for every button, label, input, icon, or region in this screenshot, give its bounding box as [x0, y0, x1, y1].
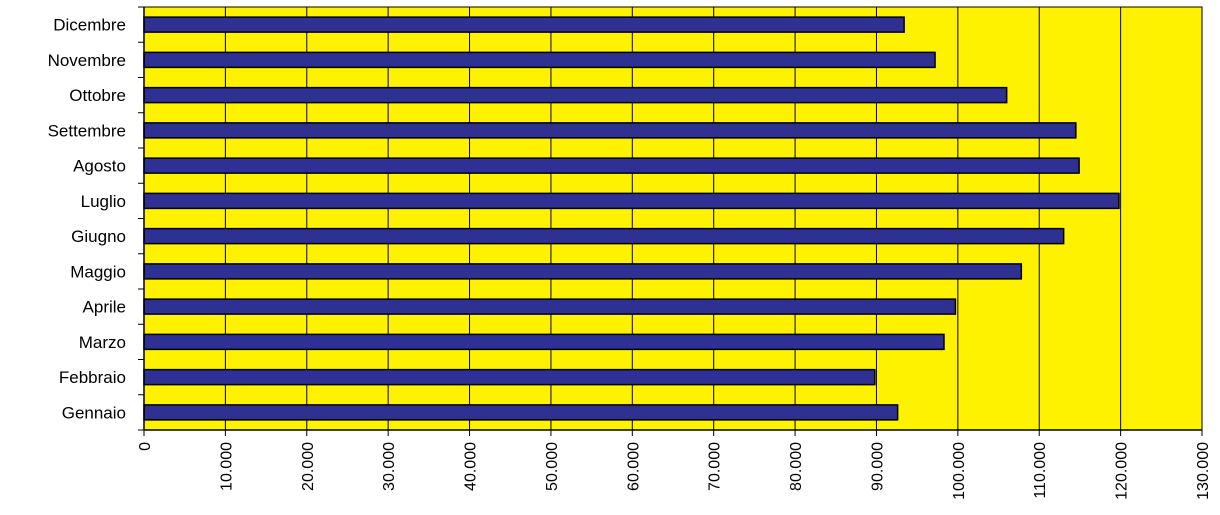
bar-gennaio	[143, 404, 899, 421]
bar-ottobre	[143, 86, 1008, 104]
x-tick-label: 20.000	[300, 442, 317, 491]
x-tick-label: 60.000	[625, 442, 642, 491]
x-tick-label: 40.000	[463, 442, 480, 491]
bar-luglio	[143, 192, 1120, 210]
category-label: Settembre	[48, 121, 126, 140]
gridlines	[224, 7, 1203, 430]
bar-marzo	[143, 333, 945, 351]
bar-aprile	[143, 298, 957, 315]
category-label: Marzo	[79, 333, 126, 352]
bar-novembre	[143, 51, 936, 69]
category-label: Febbraio	[59, 368, 126, 387]
bar-dicembre	[143, 16, 905, 33]
category-label: Aprile	[83, 298, 126, 317]
x-tick-label: 50.000	[544, 442, 561, 491]
x-tick-label: 90.000	[869, 442, 886, 491]
x-axis: 0 10.000 20.000 30.000 40.000 50.000 60.000 70.…	[137, 429, 1212, 500]
category-label: Ottobre	[69, 86, 126, 105]
category-label: Giugno	[71, 227, 126, 246]
x-tick-label: 70.000	[707, 442, 724, 491]
x-tick-label: 100.000	[951, 442, 968, 500]
category-label: Novembre	[48, 51, 126, 70]
y-axis: Gennaio Febbraio Marzo Aprile Maggio Giugno Lu…	[48, 6, 145, 431]
x-tick-label: 130.000	[1195, 442, 1212, 500]
bar-maggio	[143, 263, 1023, 280]
x-tick-label: 10.000	[218, 442, 235, 491]
bar-settembre	[143, 122, 1077, 139]
x-tick-label: 0	[137, 442, 154, 451]
category-label: Maggio	[70, 262, 126, 281]
plot-area	[143, 6, 1203, 431]
x-tick-label: 120.000	[1114, 442, 1131, 500]
category-label: Dicembre	[53, 16, 126, 35]
category-label: Agosto	[73, 157, 126, 176]
x-tick-label: 80.000	[788, 442, 805, 491]
bar-giugno	[143, 227, 1065, 245]
x-tick-label: 30.000	[381, 442, 398, 491]
category-label: Luglio	[81, 192, 126, 211]
category-label: Gennaio	[62, 403, 126, 422]
x-tick-label: 110.000	[1032, 442, 1049, 499]
bar-agosto	[143, 157, 1080, 174]
bar-febbraio	[143, 368, 876, 386]
